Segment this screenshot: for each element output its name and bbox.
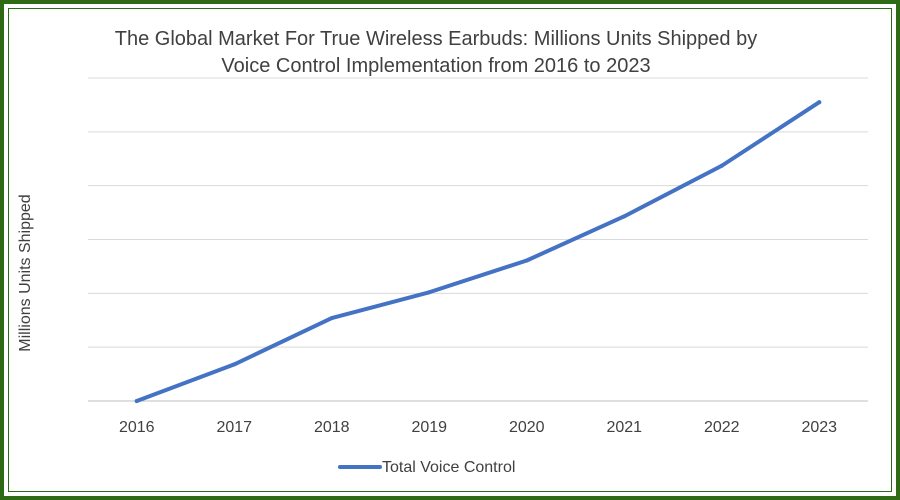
y-axis-label: Millions Units Shipped <box>17 194 34 351</box>
chart-title-line-1: The Global Market For True Wireless Earb… <box>115 28 757 50</box>
chart-inner-border <box>8 8 892 492</box>
x-tick-label: 2021 <box>606 419 642 436</box>
gridlines <box>88 77 868 402</box>
data-point <box>817 100 822 105</box>
data-point <box>622 214 627 219</box>
series-layer <box>134 100 822 403</box>
data-point <box>427 290 432 295</box>
data-point <box>329 316 334 321</box>
x-axis-tick-labels: 2016 2017 2018 2019 2020 2021 2022 2023 <box>119 419 837 436</box>
legend-label-total-voice-control: Total Voice Control <box>382 459 515 476</box>
chart-title-line-2: Voice Control Implementation from 2016 t… <box>221 55 650 77</box>
data-point <box>524 258 529 263</box>
x-tick-label: 2022 <box>704 419 740 436</box>
data-point <box>134 399 139 403</box>
x-tick-label: 2016 <box>119 419 155 436</box>
series-line-total-voice-control <box>134 100 822 403</box>
x-tick-label: 2018 <box>314 419 350 436</box>
x-tick-label: 2023 <box>801 419 837 436</box>
data-point <box>232 362 237 367</box>
legend: Total Voice Control <box>338 459 515 476</box>
data-point <box>719 163 724 168</box>
x-tick-label: 2020 <box>509 419 545 436</box>
x-tick-label: 2017 <box>216 419 252 436</box>
x-tick-label: 2019 <box>411 419 447 436</box>
